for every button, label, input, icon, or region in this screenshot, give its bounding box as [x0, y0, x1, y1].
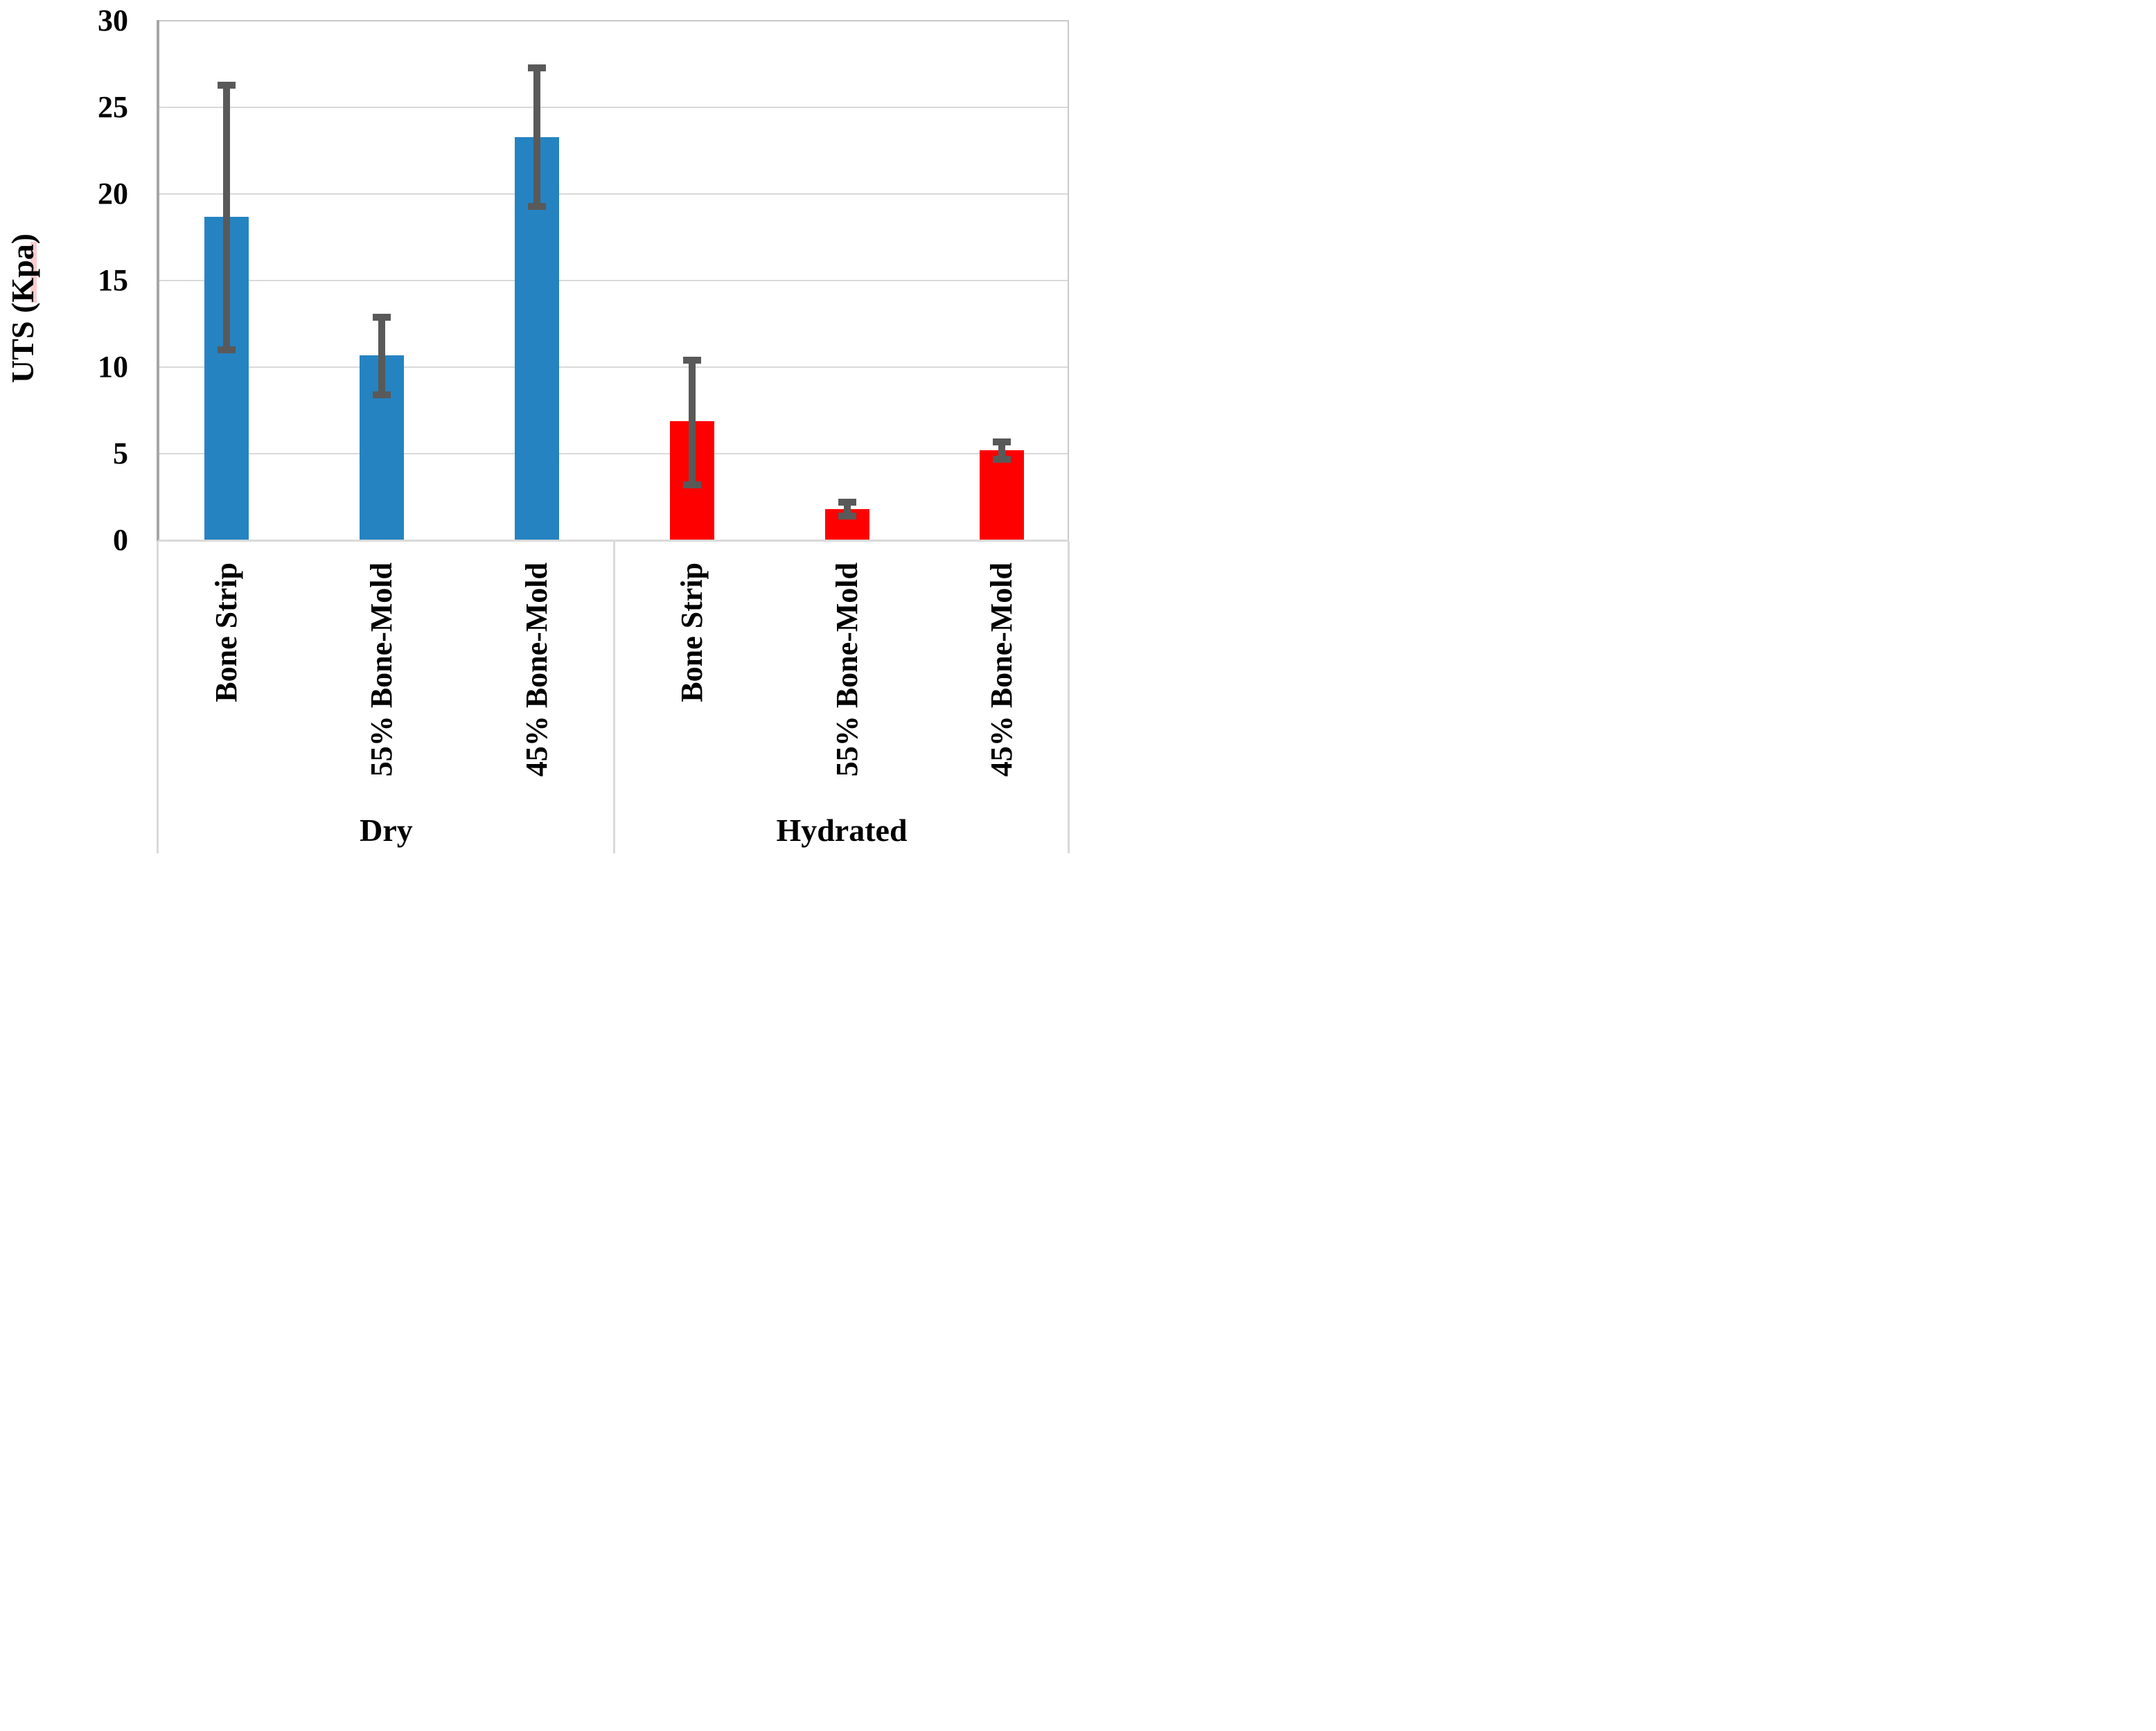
y-tick-label-20: 20 — [98, 177, 128, 211]
x-axis-baseline — [158, 540, 1069, 542]
error-bar-cap-low-hydrated-bone-strip — [683, 481, 701, 488]
error-bar-line-hydrated-bone-strip — [689, 360, 696, 485]
error-bar-cap-low-dry-bone-strip — [218, 346, 236, 353]
plot-top-border — [158, 20, 1069, 21]
y-axis-line — [157, 20, 159, 541]
gridline-25 — [158, 107, 1069, 108]
bar-chart: UTS (Kpa) 0 5 10 15 20 25 30 Bone Strip 55% Bon… — [0, 0, 1078, 866]
category-divider-middle — [613, 541, 615, 853]
y-tick-label-15: 15 — [98, 263, 128, 297]
category-label-dry-55-bone-mold: 55% Bone-Mold — [364, 562, 398, 777]
category-divider-right — [1068, 541, 1070, 853]
category-label-dry-45-bone-mold: 45% Bone-Mold — [520, 562, 554, 777]
category-label-hydrated-45-bone-mold: 45% Bone-Mold — [984, 562, 1018, 777]
error-bar-cap-high-hydrated-bone-strip — [683, 357, 701, 364]
y-tick-label-0: 0 — [113, 523, 128, 557]
error-bar-line-hydrated-55-bone-mold — [844, 502, 851, 516]
error-bar-line-dry-55-bone-mold — [378, 317, 385, 395]
error-bar-cap-high-dry-55-bone-mold — [373, 313, 391, 321]
y-tick-label-30: 30 — [98, 3, 128, 37]
group-label-dry: Dry — [360, 813, 413, 848]
error-bar-cap-high-hydrated-55-bone-mold — [838, 499, 856, 506]
category-divider-left — [157, 541, 159, 853]
error-bar-cap-high-dry-45-bone-mold — [528, 64, 546, 71]
category-label-hydrated-55-bone-mold: 55% Bone-Mold — [830, 562, 864, 777]
error-bar-cap-low-dry-45-bone-mold — [528, 202, 546, 210]
error-bar-line-hydrated-45-bone-mold — [998, 441, 1005, 459]
error-bar-cap-high-hydrated-45-bone-mold — [993, 438, 1011, 445]
y-tick-label-5: 5 — [113, 436, 128, 470]
category-label-dry-bone-strip: Bone Strip — [209, 562, 243, 702]
error-bar-cap-low-dry-55-bone-mold — [373, 391, 391, 398]
gridline-10 — [158, 366, 1069, 368]
bar-hydrated-45-bone-mold — [980, 450, 1024, 540]
error-bar-cap-high-dry-bone-strip — [218, 81, 236, 89]
ylabel-pink-artifact — [30, 242, 37, 303]
y-tick-label-25: 25 — [98, 90, 128, 124]
y-tick-label-10: 10 — [98, 350, 128, 384]
plot-right-border — [1068, 20, 1069, 541]
error-bar-cap-low-hydrated-45-bone-mold — [993, 455, 1011, 463]
gridline-20 — [158, 193, 1069, 195]
gridline-15 — [158, 280, 1069, 281]
gridline-5 — [158, 453, 1069, 454]
category-label-hydrated-bone-strip: Bone Strip — [675, 562, 709, 702]
group-label-hydrated: Hydrated — [776, 813, 908, 848]
error-bar-line-dry-bone-strip — [223, 85, 230, 350]
error-bar-line-dry-45-bone-mold — [533, 67, 540, 206]
error-bar-cap-low-hydrated-55-bone-mold — [838, 513, 856, 520]
